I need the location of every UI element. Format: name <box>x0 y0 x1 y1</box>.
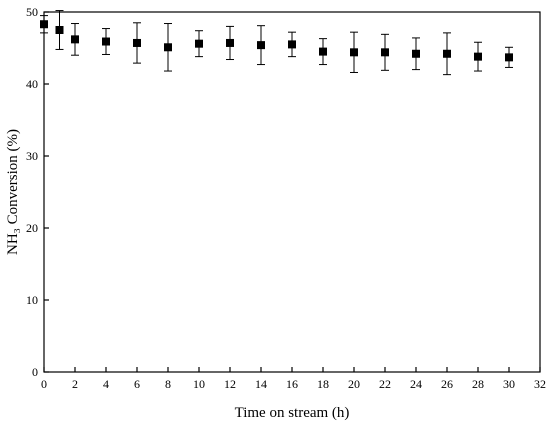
data-point <box>443 49 451 58</box>
data-point <box>319 47 327 56</box>
x-tick-label: 16 <box>286 377 298 391</box>
y-axis: 0 10 20 30 40 50 <box>26 5 49 379</box>
x-tick-label: 22 <box>379 377 391 391</box>
data-point <box>288 40 296 49</box>
x-tick-label: 12 <box>224 377 236 391</box>
data-point <box>350 48 358 57</box>
data-point <box>71 35 79 44</box>
x-tick-label: 6 <box>134 377 140 391</box>
plot-frame <box>43 11 541 373</box>
data-point <box>55 26 64 34</box>
error-bars <box>40 10 513 76</box>
y-tick-label: 40 <box>26 77 38 91</box>
data-point <box>164 43 172 52</box>
x-tick-label: 18 <box>317 377 329 391</box>
data-point <box>195 39 203 48</box>
x-axis-title: Time on stream (h) <box>235 405 350 421</box>
data-point <box>412 49 420 58</box>
x-tick-label: 32 <box>534 377 546 391</box>
data-point <box>40 20 48 29</box>
y-tick-label: 20 <box>26 221 38 235</box>
x-tick-label: 26 <box>441 377 453 391</box>
y-axis-title: NH₃ Conversion (%) <box>5 129 21 255</box>
y-tick-label: 50 <box>26 5 38 19</box>
x-tick-label: 28 <box>472 377 484 391</box>
y-tick-label: 0 <box>32 365 38 379</box>
data-point <box>381 48 389 57</box>
data-markers <box>40 20 513 62</box>
x-tick-label: 2 <box>72 377 78 391</box>
x-tick-label: 0 <box>41 377 47 391</box>
x-tick-label: 24 <box>410 377 422 391</box>
x-tick-label: 8 <box>165 377 171 391</box>
data-point <box>226 38 234 47</box>
x-tick-label: 20 <box>348 377 360 391</box>
y-tick-label: 30 <box>26 149 38 163</box>
data-point <box>474 52 482 61</box>
data-point <box>133 38 141 47</box>
x-tick-label: 4 <box>103 377 109 391</box>
x-tick-label: 10 <box>193 377 205 391</box>
data-point <box>102 37 110 46</box>
data-point <box>257 41 265 50</box>
x-axis: 0 2 4 6 8 10 12 14 16 18 20 22 24 26 28 30 32 <box>41 367 546 391</box>
x-tick-label: 14 <box>255 377 267 391</box>
y-tick-label: 10 <box>26 293 38 307</box>
x-tick-label: 30 <box>503 377 515 391</box>
data-point <box>505 53 513 62</box>
